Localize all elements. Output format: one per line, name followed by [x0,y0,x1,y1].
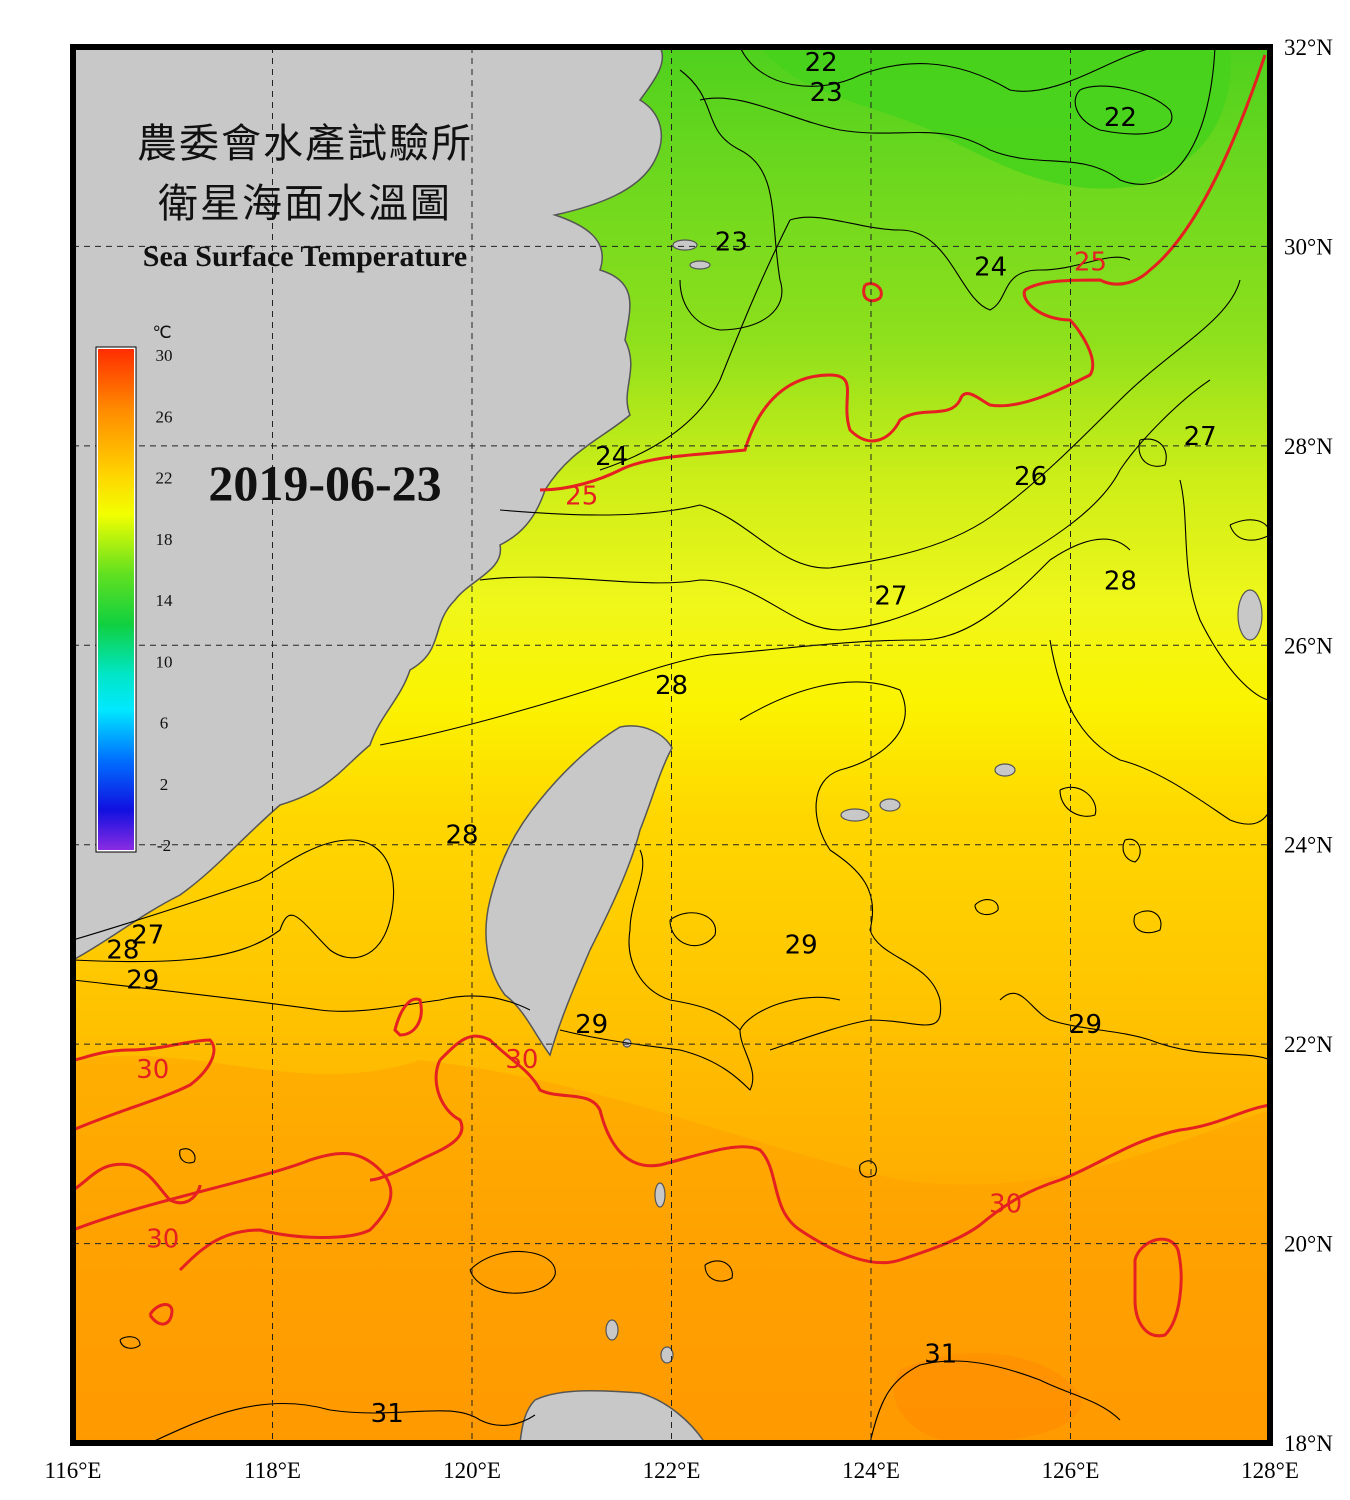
title-line-1: 農委會水產試驗所 [137,121,473,167]
colorbar-ticks: 30 26 22 18 14 10 6 2 -2 [156,346,174,855]
contour-label: 24 [595,442,628,472]
land-mainland-china [73,47,664,961]
title-line-2: 衛星海面水溫圖 [158,181,452,227]
latitude-tick-label: 28°N [1284,434,1333,459]
land-luzon [519,1389,706,1443]
contour-label: 31 [371,1399,404,1429]
colorbar-tick-label: -2 [157,836,171,855]
lat-lon-grid [73,47,1270,1443]
contour-label: 25 [1074,247,1107,277]
latitude-tick-label: 24°N [1284,833,1333,858]
contour-label: 23 [810,78,843,108]
latitude-tick-label: 30°N [1284,234,1333,259]
longitude-tick-label: 122°E [643,1458,701,1483]
contour-label: 25 [565,482,598,512]
land-taiwan [485,725,673,1057]
contour-label: 27 [1184,422,1217,452]
contour-label: 22 [1104,103,1137,133]
colorbar-tick-label: 26 [156,407,173,426]
contour-label: 27 [874,581,907,611]
contour-label: 27 [131,920,164,950]
longitude-tick-label: 128°E [1241,1458,1299,1483]
contour-label: 29 [126,965,159,995]
contour-label: 30 [505,1045,538,1075]
latitude-tick-label: 26°N [1284,633,1333,658]
colorbar-tick-label: 2 [160,775,169,794]
date-label: 2019-06-23 [208,455,441,511]
latitude-tick-label: 20°N [1284,1232,1333,1257]
colorbar-tick-label: 18 [156,530,173,549]
latitude-tick-label: 18°N [1284,1431,1333,1456]
latitude-tick-label: 22°N [1284,1032,1333,1057]
contours-red [73,54,1270,1338]
contour-label: 29 [575,1010,608,1040]
map-frame [70,44,1273,1446]
contour-label: 30 [146,1225,179,1255]
contour-label: 30 [989,1190,1022,1220]
title-english: Sea Surface Temperature [143,240,467,273]
colorbar-tick-label: 14 [156,591,174,610]
contour-label: 22 [805,48,838,78]
contour-label: 28 [106,935,139,965]
colorbar-tick-label: 30 [156,346,173,365]
islands [605,239,1263,1364]
contour-label: 29 [785,930,818,960]
contour-label: 26 [1014,462,1047,492]
longitude-tick-label: 126°E [1042,1458,1100,1483]
colorbar-tick-label: 22 [156,469,173,488]
contour-label: 24 [974,252,1007,282]
contour-label: 28 [445,821,478,851]
longitude-labels: 116°E 118°E 120°E 122°E 124°E 126°E 128°E [45,1458,1299,1483]
colorbar-tick-label: 6 [160,714,169,733]
colorbar-gradient [98,349,134,850]
colorbar: ℃ 30 26 22 18 14 10 6 2 -2 [95,323,174,855]
contour-label: 30 [136,1055,169,1085]
longitude-tick-label: 118°E [244,1458,301,1483]
contour-label: 29 [1069,1010,1102,1040]
colorbar-unit: ℃ [152,323,171,342]
contour-label: 28 [655,671,688,701]
hot-spot [893,1352,1081,1443]
longitude-tick-label: 124°E [842,1458,900,1483]
latitude-tick-label: 32°N [1284,35,1333,60]
longitude-tick-label: 120°E [443,1458,501,1483]
latitude-labels: 32°N 30°N 28°N 26°N 24°N 22°N 20°N 18°N [1284,35,1333,1456]
colorbar-tick-label: 10 [156,652,173,671]
contour-label: 23 [715,227,748,257]
contours-black [73,47,1270,1443]
contour-label: 31 [924,1339,957,1369]
cool-water-region [760,47,1231,189]
longitude-tick-label: 116°E [45,1458,102,1483]
contour-label: 28 [1104,566,1137,596]
